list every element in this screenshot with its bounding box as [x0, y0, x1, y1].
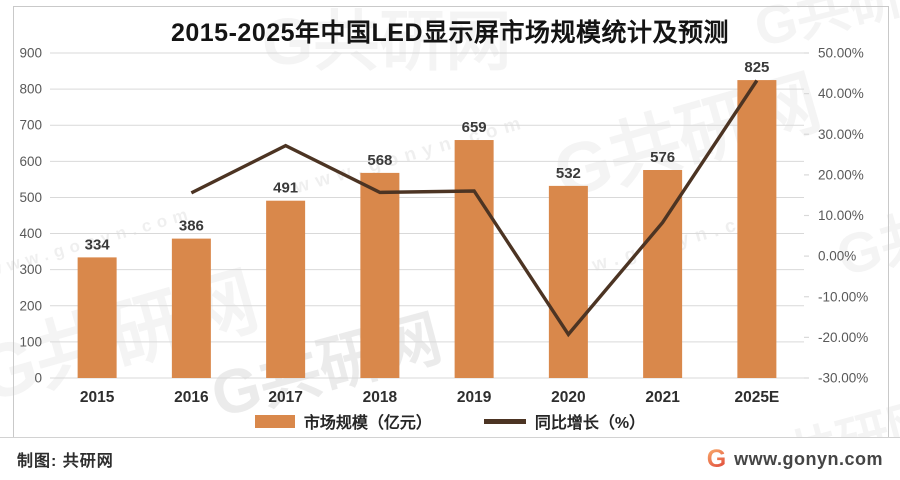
left-axis-tick-label: 400 [19, 226, 42, 241]
bar-value-label: 491 [273, 180, 298, 197]
left-axis-tick-label: 900 [19, 46, 42, 61]
legend-bar-swatch-icon [254, 414, 295, 428]
x-axis-category-label: 2020 [551, 389, 585, 406]
legend-label-market-size: 市场规模（亿元） [303, 415, 432, 432]
x-axis-category-label: 2019 [457, 389, 492, 406]
legend-line-swatch-icon [483, 418, 526, 424]
right-axis-tick-label: 30.00% [818, 127, 864, 142]
bar-value-label: 568 [367, 152, 392, 169]
x-axis-category-label: 2025E [734, 389, 779, 406]
right-axis-tick-label: -20.00% [818, 330, 868, 345]
bar [737, 80, 777, 378]
x-axis-category-label: 2018 [363, 389, 398, 406]
bar [171, 238, 211, 378]
left-axis-tick-label: 500 [19, 190, 42, 205]
left-axis-tick-label: 300 [19, 262, 42, 277]
left-axis-tick-label: 800 [19, 82, 42, 97]
right-axis-tick-label: 20.00% [818, 167, 864, 182]
bar-value-label: 386 [179, 218, 204, 235]
bar-value-label: 659 [462, 119, 487, 136]
bar [360, 172, 400, 378]
right-axis-tick-label: 10.00% [818, 208, 864, 223]
right-axis-tick-label: -30.00% [818, 371, 868, 386]
chart-title: 2015-2025年中国LED显示屏市场规模统计及预测 [170, 19, 730, 47]
right-axis-tick-label: 0.00% [818, 249, 856, 264]
growth-line [190, 79, 759, 338]
bar-value-label: 576 [650, 149, 675, 166]
left-axis-tick-label: 0 [34, 371, 42, 386]
right-axis-tick-label: 50.00% [818, 46, 864, 61]
credit-text: 制图: 共研网 [17, 453, 114, 470]
left-axis-tick-label: 600 [19, 154, 42, 169]
footer-bar: 制图: 共研网 G www.gonyn.com [0, 437, 900, 480]
right-axis-tick-label: 40.00% [818, 86, 864, 101]
bar [548, 185, 588, 378]
chart-legend: 市场规模（亿元） 同比增长（%） [0, 408, 900, 434]
gonyn-logo-icon: G [706, 444, 727, 473]
legend-label-growth: 同比增长（%） [534, 415, 646, 432]
legend-item-growth: 同比增长（%） [483, 409, 646, 433]
x-axis-category-label: 2016 [174, 389, 209, 406]
bar-value-label: 532 [556, 165, 581, 182]
site-url-text: www.gonyn.com [734, 448, 883, 469]
bar [266, 200, 306, 378]
bar [454, 140, 494, 378]
x-axis-category-label: 2017 [268, 389, 302, 406]
left-axis-tick-label: 200 [19, 298, 42, 313]
left-axis-tick-label: 700 [19, 118, 42, 133]
right-axis-tick-label: -10.00% [818, 289, 868, 304]
site-link[interactable]: G www.gonyn.com [706, 444, 883, 473]
bar-value-label: 334 [85, 236, 111, 253]
legend-item-market-size: 市场规模（亿元） [254, 409, 432, 433]
bar-value-label: 825 [744, 59, 769, 76]
left-axis-tick-label: 100 [19, 334, 42, 349]
bar [77, 257, 117, 378]
x-axis-category-label: 2021 [645, 389, 680, 406]
x-axis-category-label: 2015 [80, 389, 115, 406]
